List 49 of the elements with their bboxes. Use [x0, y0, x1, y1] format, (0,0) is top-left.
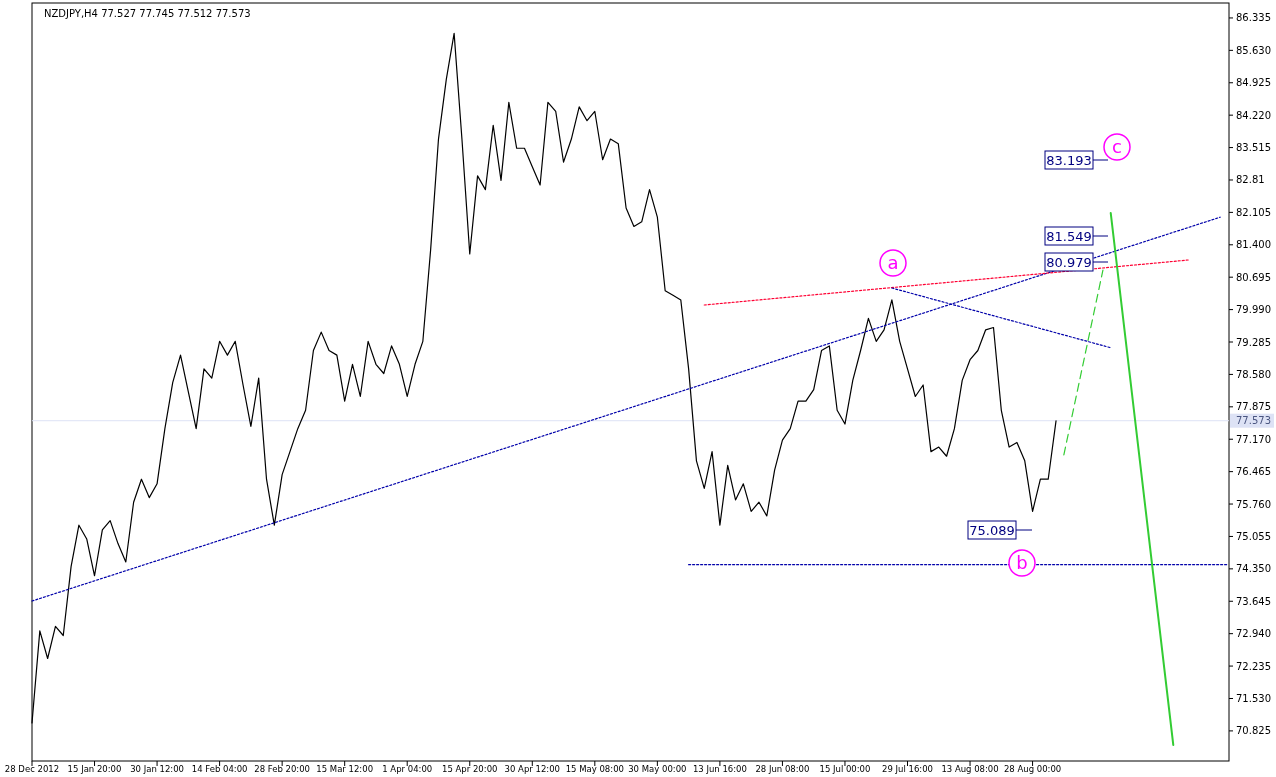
x-tick-label: 15 May 08:00	[565, 764, 624, 774]
x-tick-label: 15 Mar 12:00	[316, 764, 374, 774]
y-tick-label: 71.530	[1236, 692, 1271, 704]
annotation: 80.979	[1046, 254, 1092, 270]
y-tick-label: 81.400	[1236, 239, 1271, 251]
annotation: 83.193	[1046, 152, 1092, 168]
y-tick-label: 84.925	[1236, 77, 1271, 89]
x-tick-label: 30 May 00:00	[628, 764, 687, 774]
y-tick-label: 77.170	[1236, 433, 1271, 445]
ref-line-label: 77.573	[1236, 415, 1271, 427]
annotation: c	[1112, 136, 1122, 158]
y-tick-label: 86.335	[1236, 12, 1271, 24]
x-tick-label: 29 Jul 16:00	[882, 764, 933, 774]
y-tick-label: 78.580	[1236, 368, 1271, 380]
y-tick-label: 75.760	[1236, 498, 1271, 510]
x-tick-label: 28 Aug 00:00	[1003, 764, 1062, 774]
x-tick-label: 13 Jun 16:00	[692, 764, 747, 774]
x-tick-label: 13 Aug 08:00	[941, 764, 999, 774]
x-tick-label: 15 Jul 00:00	[819, 764, 871, 774]
y-tick-label: 82.105	[1236, 206, 1271, 218]
y-tick-label: 70.825	[1236, 725, 1271, 737]
annotation: b	[1016, 552, 1028, 574]
x-tick-label: 15 Jan 20:00	[67, 764, 122, 774]
y-tick-label: 75.055	[1236, 530, 1271, 542]
y-tick-label: 74.350	[1236, 563, 1271, 575]
x-tick-label: 28 Dec 2012	[4, 764, 60, 774]
y-tick-label: 72.940	[1236, 628, 1271, 640]
y-tick-label: 77.875	[1236, 401, 1271, 413]
x-tick-label: 30 Apr 12:00	[504, 764, 560, 774]
x-tick-label: 1 Apr 04:00	[382, 764, 433, 774]
y-tick-label: 82.81	[1236, 174, 1265, 186]
annotation: 75.089	[969, 522, 1015, 538]
y-tick-label: 72.235	[1236, 660, 1271, 672]
text: NZDJPY,H4 77.527 77.745 77.512 77.573	[44, 8, 251, 19]
x-tick-label: 30 Jan 12:00	[130, 764, 184, 774]
x-tick-label: 28 Jun 08:00	[755, 764, 810, 774]
y-tick-label: 73.645	[1236, 595, 1271, 607]
annotation: 81.549	[1046, 228, 1092, 244]
y-tick-label: 79.285	[1236, 336, 1271, 348]
y-tick-label: 83.515	[1236, 142, 1271, 154]
x-tick-label: 14 Feb 04:00	[191, 764, 248, 774]
annotation: a	[887, 252, 899, 274]
x-tick-label: 28 Feb 20:00	[254, 764, 311, 774]
y-tick-label: 76.465	[1236, 466, 1271, 478]
y-tick-label: 85.630	[1236, 44, 1271, 56]
x-tick-label: 15 Apr 20:00	[442, 764, 498, 774]
y-tick-label: 80.695	[1236, 271, 1271, 283]
y-tick-label: 79.990	[1236, 304, 1271, 316]
y-tick-label: 84.220	[1236, 109, 1271, 121]
